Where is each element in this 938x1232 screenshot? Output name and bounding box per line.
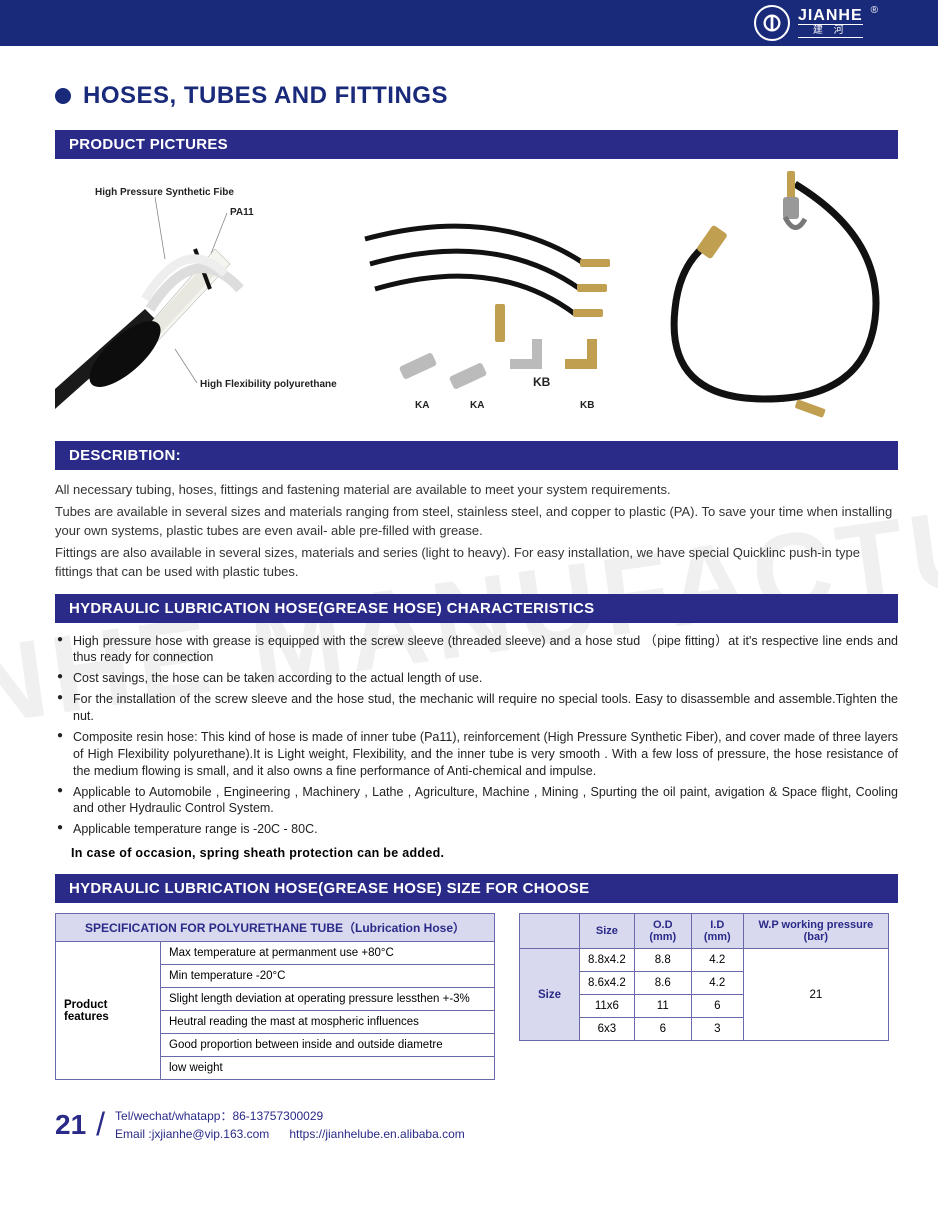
char-item: For the installation of the screw sleeve… xyxy=(55,691,898,725)
size-cell: 4.2 xyxy=(691,949,743,972)
size-wp: 21 xyxy=(743,949,888,1041)
hose-assembly-illustration xyxy=(645,169,895,429)
spec-row: low weight xyxy=(161,1057,495,1080)
label-ka-1: KA xyxy=(415,400,429,411)
footer-contact-line1: Tel/wechat/whatapp：86-13757300029 xyxy=(115,1107,465,1125)
char-item: High pressure hose with grease is equipp… xyxy=(55,633,898,667)
footer-url: https://jianhelube.en.alibaba.com xyxy=(289,1127,464,1141)
hose-cross-section-illustration xyxy=(55,179,345,429)
spec-row: Max temperature at permanment use +80°C xyxy=(161,942,495,965)
section-sizes: HYDRAULIC LUBRICATION HOSE(GREASE HOSE) … xyxy=(55,874,898,903)
tables-row: SPECIFICATION FOR POLYURETHANE TUBE（Lubr… xyxy=(55,913,898,1080)
size-head-od: O.D (mm) xyxy=(634,914,691,949)
characteristics-note: In case of occasion, spring sheath prote… xyxy=(71,846,898,860)
description-text: All necessary tubing, hoses, fittings an… xyxy=(55,480,898,582)
fittings-illustration xyxy=(355,209,635,429)
size-table: Size O.D (mm) I.D (mm) W.P working press… xyxy=(519,913,889,1041)
title-bullet-icon xyxy=(55,88,71,104)
section-description: DESCRIBTION: xyxy=(55,441,898,470)
section-characteristics: HYDRAULIC LUBRICATION HOSE(GREASE HOSE) … xyxy=(55,594,898,623)
size-cell: 3 xyxy=(691,1018,743,1041)
page-number: 21 xyxy=(55,1109,86,1141)
desc-p2: Tubes are available in several sizes and… xyxy=(55,502,898,541)
label-kb-2: KB xyxy=(580,400,594,411)
product-pictures-row: High Pressure Synthetic Fibe PA11 High F… xyxy=(55,169,898,429)
brand-name: JIANHE xyxy=(798,8,863,24)
size-head-wp: W.P working pressure (bar) xyxy=(743,914,888,949)
size-head-blank xyxy=(520,914,580,949)
product-picture-3 xyxy=(645,169,895,429)
size-cell: 6 xyxy=(634,1018,691,1041)
spec-table: SPECIFICATION FOR POLYURETHANE TUBE（Lubr… xyxy=(55,913,495,1080)
characteristics-list: High pressure hose with grease is equipp… xyxy=(55,633,898,839)
logo-mark-icon xyxy=(754,5,790,41)
brand-logo: JIANHE 建 河 ® xyxy=(754,5,878,41)
label-pa11: PA11 xyxy=(230,207,254,218)
spec-row: Min temperature -20°C xyxy=(161,965,495,988)
spec-row: Heutral reading the mast at mospheric in… xyxy=(161,1011,495,1034)
registered-mark: ® xyxy=(871,5,878,16)
char-item: Applicable temperature range is -20C - 8… xyxy=(55,821,898,838)
spec-table-title: SPECIFICATION FOR POLYURETHANE TUBE（Lubr… xyxy=(56,914,495,942)
spec-rowhead: Product features xyxy=(56,942,161,1080)
size-cell: 11x6 xyxy=(580,995,635,1018)
product-picture-2: KA KA KB KB xyxy=(355,209,635,429)
page-footer: 21 / Tel/wechat/whatapp：86-13757300029 E… xyxy=(55,1106,898,1143)
spec-row: Good proportion between inside and outsi… xyxy=(161,1034,495,1057)
label-fiber: High Pressure Synthetic Fibe xyxy=(95,187,234,198)
size-cell: 8.6 xyxy=(634,972,691,995)
page-title: HOSES, TUBES AND FITTINGS xyxy=(55,82,898,110)
label-ka-2: KA xyxy=(470,400,484,411)
brand-header: JIANHE 建 河 ® xyxy=(0,0,938,46)
size-cell: 11 xyxy=(634,995,691,1018)
size-cell: 6 xyxy=(691,995,743,1018)
desc-p1: All necessary tubing, hoses, fittings an… xyxy=(55,480,898,500)
size-cell: 8.8 xyxy=(634,949,691,972)
size-cell: 4.2 xyxy=(691,972,743,995)
footer-divider: / xyxy=(96,1106,105,1143)
char-item: Applicable to Automobile , Engineering ,… xyxy=(55,784,898,818)
size-cell: 8.8x4.2 xyxy=(580,949,635,972)
title-text: HOSES, TUBES AND FITTINGS xyxy=(83,82,448,110)
brand-sub: 建 河 xyxy=(798,24,863,38)
char-item: Composite resin hose: This kind of hose … xyxy=(55,729,898,780)
size-head-size: Size xyxy=(580,914,635,949)
size-head-id: I.D (mm) xyxy=(691,914,743,949)
section-pictures: PRODUCT PICTURES xyxy=(55,130,898,159)
spec-row: Slight length deviation at operating pre… xyxy=(161,988,495,1011)
product-picture-1: High Pressure Synthetic Fibe PA11 High F… xyxy=(55,179,345,429)
char-item: Cost savings, the hose can be taken acco… xyxy=(55,670,898,687)
size-cell: 6x3 xyxy=(580,1018,635,1041)
size-rowhead: Size xyxy=(520,949,580,1041)
footer-email: Email :jxjianhe@vip.163.com xyxy=(115,1127,269,1141)
desc-p3: Fittings are also available in several s… xyxy=(55,543,898,582)
size-cell: 8.6x4.2 xyxy=(580,972,635,995)
label-kb-1: KB xyxy=(533,375,550,389)
label-poly: High Flexibility polyurethane xyxy=(200,379,337,390)
